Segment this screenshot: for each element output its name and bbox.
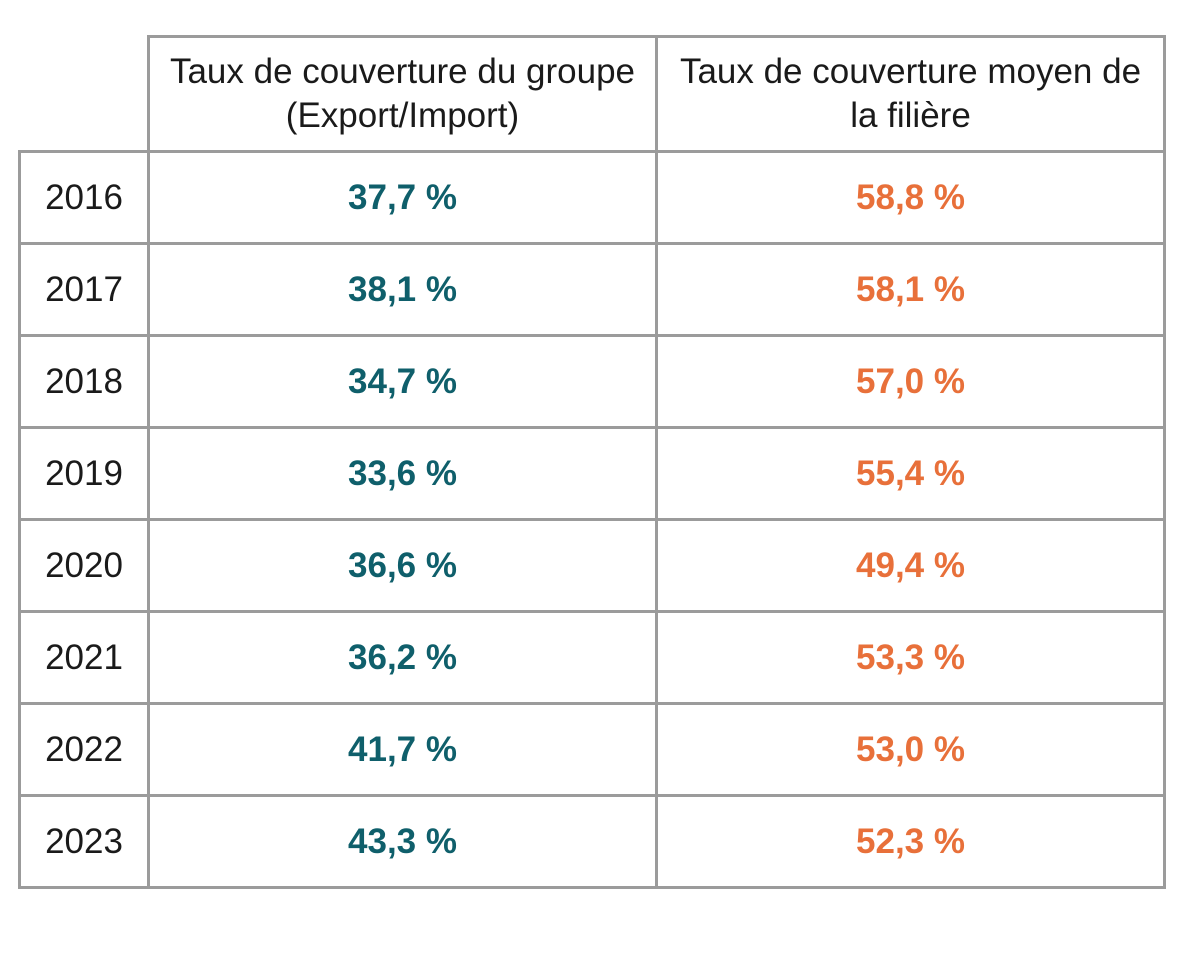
header-groupe: Taux de couverture du groupe (Export/Imp… [147, 35, 658, 153]
year-cell: 2018 [18, 334, 150, 429]
groupe-value: 43,3 % [147, 794, 658, 889]
filiere-value: 53,3 % [655, 610, 1166, 705]
year-cell: 2020 [18, 518, 150, 613]
filiere-value: 53,0 % [655, 702, 1166, 797]
groupe-value: 36,2 % [147, 610, 658, 705]
filiere-value: 55,4 % [655, 426, 1166, 521]
year-cell: 2017 [18, 242, 150, 337]
filiere-value: 58,8 % [655, 150, 1166, 245]
year-cell: 2021 [18, 610, 150, 705]
filiere-value: 49,4 % [655, 518, 1166, 613]
year-cell: 2019 [18, 426, 150, 521]
filiere-value: 57,0 % [655, 334, 1166, 429]
filiere-value: 58,1 % [655, 242, 1166, 337]
groupe-value: 33,6 % [147, 426, 658, 521]
groupe-value: 41,7 % [147, 702, 658, 797]
year-cell: 2016 [18, 150, 150, 245]
groupe-value: 36,6 % [147, 518, 658, 613]
header-filiere: Taux de couverture moyen de la filière [655, 35, 1166, 153]
groupe-value: 34,7 % [147, 334, 658, 429]
year-cell: 2023 [18, 794, 150, 889]
year-cell: 2022 [18, 702, 150, 797]
groupe-value: 38,1 % [147, 242, 658, 337]
filiere-value: 52,3 % [655, 794, 1166, 889]
groupe-value: 37,7 % [147, 150, 658, 245]
